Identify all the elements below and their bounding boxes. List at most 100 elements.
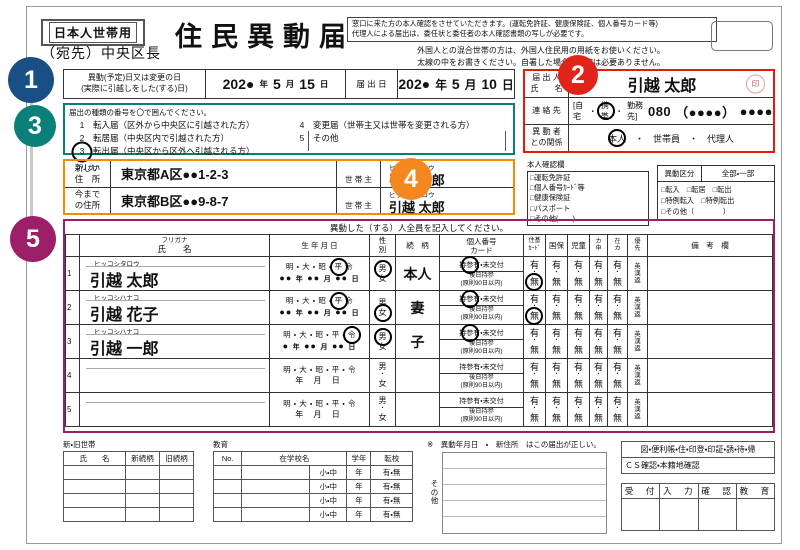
education-no-2[interactable] bbox=[212, 479, 243, 494]
household-new-4[interactable] bbox=[125, 507, 160, 522]
submit-date-value[interactable]: 202● 年 5 月 10 日 bbox=[398, 70, 514, 98]
household-name-3[interactable] bbox=[63, 493, 126, 508]
applicant-name-value-cell[interactable]: 引越 太郎 印 bbox=[569, 71, 773, 97]
row-yusen-3[interactable]: 英漢返 bbox=[627, 324, 648, 359]
household-old-4[interactable] bbox=[159, 507, 194, 522]
contact-mobile-option-selected[interactable]: 携帯 bbox=[601, 100, 611, 122]
education-grade-3[interactable]: 年 bbox=[346, 493, 372, 508]
old-address-value[interactable]: 東京都B区●●9-8-7 bbox=[111, 187, 337, 213]
row-remarks-4[interactable] bbox=[647, 358, 773, 393]
household-new-2[interactable] bbox=[125, 479, 160, 494]
row-name-cell-3[interactable]: ヒッコシハナコ 引越 一郎 bbox=[79, 324, 270, 359]
other-note-line-5[interactable] bbox=[443, 517, 606, 533]
row-remarks-5[interactable] bbox=[647, 392, 773, 427]
row-yusen-5[interactable]: 英漢返 bbox=[627, 392, 648, 427]
other-note-line-3[interactable] bbox=[443, 485, 606, 501]
row-jido-2[interactable]: 有 ・ 無 bbox=[567, 290, 590, 325]
row-kashin-4[interactable]: 有 ・ 無 bbox=[589, 358, 608, 393]
row-dob-cell-5[interactable]: 明 ・ 大 ・ 昭 ・ 平 ・ 令 年 月 日 bbox=[269, 392, 370, 427]
office-checklist-line-1[interactable]: 図・便利帳・住・印登・印証・誘・待・帰 bbox=[621, 441, 775, 458]
row-kokuho-3[interactable]: 有 ・ 無 bbox=[545, 324, 568, 359]
education-level-4[interactable]: 小・中 bbox=[309, 507, 348, 522]
row-mynumber-cell-4[interactable]: 持参有・未交付 後日持参 (原則90日以内) bbox=[439, 358, 524, 393]
office-input-field[interactable] bbox=[659, 498, 699, 531]
row-juki-cell-2[interactable]: 有 ・ 無 bbox=[523, 290, 546, 325]
move-class-line-3[interactable]: □その他（ ） bbox=[661, 207, 731, 217]
option-sonota[interactable]: 5 その他 bbox=[289, 132, 509, 145]
new-address-value[interactable]: 東京都A区●●1-2-3 bbox=[111, 161, 337, 187]
row-name-cell-5[interactable] bbox=[79, 392, 270, 427]
option-tennyu[interactable]: 1 転入届（区外から中央区に引越された方） bbox=[69, 119, 289, 132]
office-checklist-line-2[interactable]: ＣＳ確認・本籍地確認 bbox=[621, 458, 775, 474]
relation-option-member[interactable]: 世帯員 bbox=[652, 133, 680, 144]
row-dob-cell-1[interactable]: 明 ・ 大 ・ 昭 ・ 平 令 ●● 年 ●● 月 ●● 日 bbox=[269, 256, 370, 291]
household-new-1[interactable] bbox=[125, 465, 160, 480]
office-confirm-field[interactable] bbox=[697, 498, 737, 531]
education-school-4[interactable] bbox=[241, 507, 311, 522]
row-mynumber-cell-1[interactable]: 持参有・未交付 後日持参 (原則90日以内) bbox=[439, 256, 524, 291]
row-kokuho-4[interactable]: 有 ・ 無 bbox=[545, 358, 568, 393]
row-zaika-5[interactable]: 有 ・ 無 bbox=[607, 392, 628, 427]
row-jido-1[interactable]: 有 ・ 無 bbox=[567, 256, 590, 291]
household-old-3[interactable] bbox=[159, 493, 194, 508]
row-mynumber-cell-2[interactable]: 持参有・未交付 後日持参 (原則90日以内) bbox=[439, 290, 524, 325]
other-note-line-2[interactable] bbox=[443, 469, 606, 485]
row-relation-2[interactable]: 妻 bbox=[395, 290, 440, 325]
office-reception-field[interactable] bbox=[620, 498, 661, 531]
row-sex-cell-5[interactable]: 男 ・ 女 bbox=[369, 392, 396, 427]
move-class-line-1[interactable]: □転入 □転居 □転出 bbox=[661, 185, 732, 194]
office-education-field[interactable] bbox=[735, 498, 776, 531]
education-transfer-1[interactable]: 有・無 bbox=[370, 465, 413, 480]
row-zaika-4[interactable]: 有 ・ 無 bbox=[607, 358, 628, 393]
education-no-3[interactable] bbox=[212, 493, 243, 508]
identity-checkbox-other[interactable]: □その他( ) bbox=[530, 213, 576, 223]
other-reason-input[interactable] bbox=[308, 131, 506, 151]
row-remarks-1[interactable] bbox=[647, 256, 773, 291]
household-new-3[interactable] bbox=[125, 493, 160, 508]
row-kokuho-1[interactable]: 有 ・ 無 bbox=[545, 256, 568, 291]
row-name-cell-2[interactable]: ヒッコシハナコ 引越 花子 bbox=[79, 290, 270, 325]
education-grade-4[interactable]: 年 bbox=[346, 507, 372, 522]
education-level-1[interactable]: 小・中 bbox=[309, 465, 348, 480]
row-juki-cell-5[interactable]: 有 ・ 無 bbox=[523, 392, 546, 427]
identity-checkbox-passport[interactable]: □パスポート bbox=[530, 203, 571, 213]
household-old-2[interactable] bbox=[159, 479, 194, 494]
row-relation-4[interactable] bbox=[395, 358, 440, 393]
row-relation-1[interactable]: 本人 bbox=[395, 256, 440, 291]
education-school-3[interactable] bbox=[241, 493, 311, 508]
relation-option-agent[interactable]: 代理人 bbox=[707, 133, 735, 144]
row-kashin-1[interactable]: 有 ・ 無 bbox=[589, 256, 608, 291]
identity-checkbox-mynumber[interactable]: □個人番号ｶｰﾄﾞ等 bbox=[530, 183, 585, 193]
education-level-3[interactable]: 小・中 bbox=[309, 493, 348, 508]
household-name-2[interactable] bbox=[63, 479, 126, 494]
row-zaika-3[interactable]: 有 ・ 無 bbox=[607, 324, 628, 359]
row-sex-cell-4[interactable]: 男 ・ 女 bbox=[369, 358, 396, 393]
row-relation-3[interactable]: 子 bbox=[395, 324, 440, 359]
contact-work-option[interactable]: 勤務先] bbox=[627, 101, 644, 121]
row-dob-cell-3[interactable]: 明 ・ 大 ・ 昭 ・ 平 ・ 令 ● 年 ●● 月 ●● 日 bbox=[269, 324, 370, 359]
relation-option-self-selected[interactable]: 本人 bbox=[607, 133, 626, 144]
applicant-contact-cell[interactable]: [自宅 ・ 携帯 ・ 勤務先] 080 （●●●●） ●●●● bbox=[569, 98, 773, 124]
row-zaika-1[interactable]: 有 ・ 無 bbox=[607, 256, 628, 291]
row-zaika-2[interactable]: 有 ・ 無 bbox=[607, 290, 628, 325]
row-mynumber-cell-5[interactable]: 持参有・未交付 後日持参 (原則90日以内) bbox=[439, 392, 524, 427]
move-date-value[interactable]: 202● 年 5 月 15 日 bbox=[206, 70, 346, 98]
row-juki-cell-1[interactable]: 有 ・ 無 bbox=[523, 256, 546, 291]
household-name-1[interactable] bbox=[63, 465, 126, 480]
option-tenkyo[interactable]: 2 転居届（中央区内で引越された方） bbox=[69, 132, 289, 145]
household-name-4[interactable] bbox=[63, 507, 126, 522]
education-level-2[interactable]: 小・中 bbox=[309, 479, 348, 494]
row-kashin-5[interactable]: 有 ・ 無 bbox=[589, 392, 608, 427]
row-sex-cell-3[interactable]: 男 女 bbox=[369, 324, 396, 359]
education-no-4[interactable] bbox=[212, 507, 243, 522]
row-yusen-2[interactable]: 英漢返 bbox=[627, 290, 648, 325]
option-tenshutsu[interactable]: 3 転出届（中央区から区外へ引越される方） bbox=[69, 145, 289, 158]
education-transfer-2[interactable]: 有・無 bbox=[370, 479, 413, 494]
other-note-line-4[interactable] bbox=[443, 501, 606, 517]
row-name-cell-4[interactable] bbox=[79, 358, 270, 393]
row-kokuho-2[interactable]: 有 ・ 無 bbox=[545, 290, 568, 325]
row-kokuho-5[interactable]: 有 ・ 無 bbox=[545, 392, 568, 427]
household-old-1[interactable] bbox=[159, 465, 194, 480]
other-notes-lines[interactable] bbox=[442, 452, 607, 534]
education-no-1[interactable] bbox=[212, 465, 243, 480]
